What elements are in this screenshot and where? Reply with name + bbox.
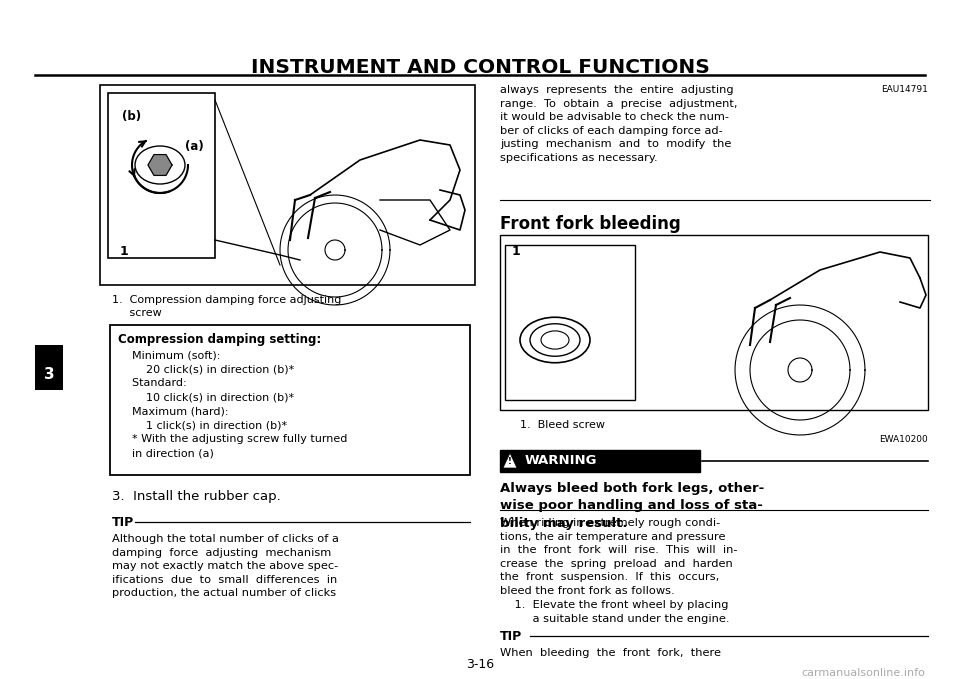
Text: 20 click(s) in direction (b)*: 20 click(s) in direction (b)* xyxy=(118,364,295,374)
Text: (b): (b) xyxy=(122,110,141,123)
Text: Standard:: Standard: xyxy=(118,378,186,388)
Bar xyxy=(100,85,475,285)
Text: 3-16: 3-16 xyxy=(466,658,494,671)
Bar xyxy=(110,325,470,475)
Text: in direction (a): in direction (a) xyxy=(118,448,214,458)
Text: EWA10200: EWA10200 xyxy=(879,435,928,444)
Text: Compression damping setting:: Compression damping setting: xyxy=(118,333,322,346)
Text: * With the adjusting screw fully turned: * With the adjusting screw fully turned xyxy=(118,434,348,444)
Text: 1.  Bleed screw: 1. Bleed screw xyxy=(520,420,605,430)
Text: Always bleed both fork legs, other-
wise poor handling and loss of sta-
bility m: Always bleed both fork legs, other- wise… xyxy=(500,482,764,530)
Text: WARNING: WARNING xyxy=(525,454,597,466)
Text: Minimum (soft):: Minimum (soft): xyxy=(118,350,221,360)
Bar xyxy=(108,93,215,258)
Text: a suitable stand under the engine.: a suitable stand under the engine. xyxy=(500,614,730,624)
Text: Although the total number of clicks of a
damping  force  adjusting  mechanism
ma: Although the total number of clicks of a… xyxy=(112,534,339,598)
Text: 1.  Compression damping force adjusting
     screw: 1. Compression damping force adjusting s… xyxy=(112,295,342,318)
Text: carmanualsonline.info: carmanualsonline.info xyxy=(802,668,925,678)
Text: 1 click(s) in direction (b)*: 1 click(s) in direction (b)* xyxy=(118,420,287,430)
Text: EAU14791: EAU14791 xyxy=(881,85,928,94)
Text: INSTRUMENT AND CONTROL FUNCTIONS: INSTRUMENT AND CONTROL FUNCTIONS xyxy=(251,58,709,77)
Polygon shape xyxy=(503,453,517,468)
Text: !: ! xyxy=(508,458,512,466)
Polygon shape xyxy=(148,155,172,175)
Bar xyxy=(35,345,63,390)
Text: 10 click(s) in direction (b)*: 10 click(s) in direction (b)* xyxy=(118,392,294,402)
Text: Front fork bleeding: Front fork bleeding xyxy=(500,215,681,233)
Text: Maximum (hard):: Maximum (hard): xyxy=(118,406,228,416)
Text: TIP: TIP xyxy=(500,630,522,643)
Bar xyxy=(505,245,635,400)
Text: When riding in extremely rough condi-
tions, the air temperature and pressure
in: When riding in extremely rough condi- ti… xyxy=(500,518,737,596)
Text: 3.  Install the rubber cap.: 3. Install the rubber cap. xyxy=(112,490,280,503)
Text: 1: 1 xyxy=(120,245,129,258)
Text: When  bleeding  the  front  fork,  there: When bleeding the front fork, there xyxy=(500,648,721,658)
Text: 3: 3 xyxy=(44,367,55,382)
Text: always  represents  the  entire  adjusting
range.  To  obtain  a  precise  adjus: always represents the entire adjusting r… xyxy=(500,85,737,163)
Text: TIP: TIP xyxy=(112,516,134,529)
Bar xyxy=(500,450,700,472)
Text: 1.  Elevate the front wheel by placing: 1. Elevate the front wheel by placing xyxy=(500,600,729,610)
Text: 1: 1 xyxy=(512,245,520,258)
Text: (a): (a) xyxy=(185,140,204,153)
Bar xyxy=(500,235,928,410)
